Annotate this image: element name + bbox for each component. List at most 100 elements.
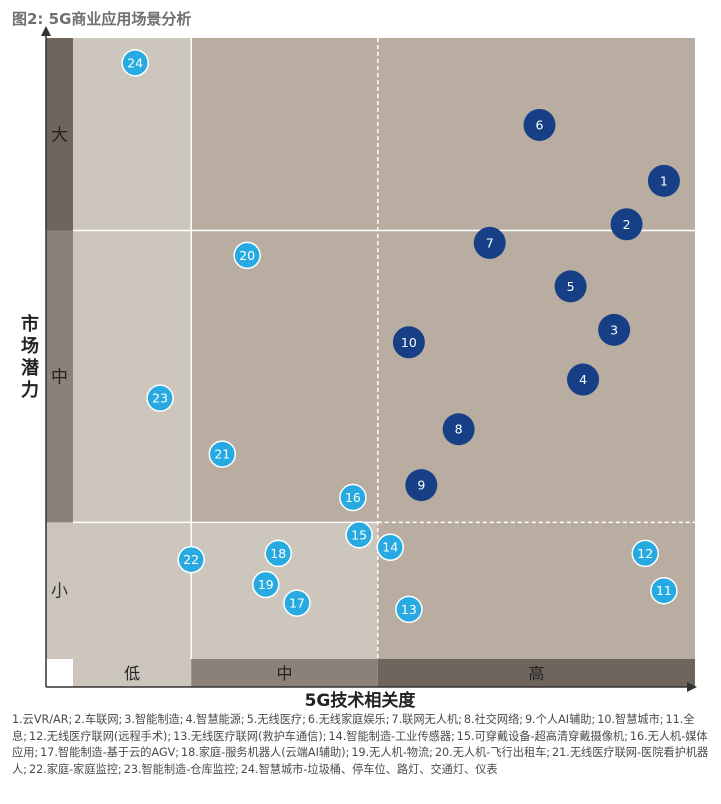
x-axis-label: 5G技术相关度 (305, 690, 417, 711)
y-band-label: 小 (51, 582, 68, 602)
low-potential-zone (73, 522, 378, 659)
page-title: 图2: 5G商业应用场景分析 (12, 10, 192, 28)
bubble-circle (567, 363, 600, 396)
legend-item: 18.家庭-服务机器人(云端AI辅助); (181, 746, 350, 759)
legend-item: 3.智能制造; (124, 713, 184, 726)
bubble-23: 23 (146, 384, 174, 412)
bubble-circle (233, 241, 261, 270)
bubble-15: 15 (345, 521, 373, 549)
bubble-19: 19 (252, 570, 280, 599)
legend-item: 15.可穿戴设备-超高清穿戴摄像机; (456, 729, 628, 743)
legend-item: 8.社交网络; (463, 713, 524, 726)
bubble-label: 10 (401, 335, 417, 350)
bubble-24: 24 (121, 49, 149, 77)
bubble-label: 14 (382, 540, 398, 555)
legend-item: 4.智慧能源; (185, 713, 245, 726)
y-band-2 (46, 38, 73, 231)
legend-item: 1.云VR/AR; (12, 713, 73, 726)
y-band-0 (46, 522, 73, 659)
bubble-label: 18 (270, 546, 286, 561)
legend-item: 10.智慧城市; (597, 713, 664, 726)
bubble-circle (610, 208, 643, 241)
bubble-13: 13 (395, 595, 423, 624)
bubble-16: 16 (339, 483, 367, 512)
bubble-circle (345, 521, 373, 549)
x-axis-arrow (687, 682, 697, 692)
y-axis-arrow (41, 26, 51, 36)
legend-item: 14.智能制造-工业传感器; (328, 729, 455, 743)
bubble-8: 8 (442, 413, 475, 446)
legend-item: 19.无人机-物流; (351, 746, 433, 759)
plot-background (73, 38, 695, 659)
bubble-6: 6 (523, 108, 556, 141)
bubble-label: 24 (127, 55, 143, 70)
legend-item: 9.个人AI辅助; (525, 713, 596, 726)
bubble-label: 13 (401, 602, 417, 617)
legend-item: 7.联网无人机; (391, 713, 462, 726)
legend-item: 12.无线医疗联网(远程手术); (28, 729, 172, 743)
legend-item: 6.无线家庭娱乐; (307, 713, 390, 726)
bubble-circle (121, 49, 149, 77)
legend-item: 2.车联网; (74, 713, 123, 726)
bubble-circle (647, 164, 680, 197)
bubble-3: 3 (598, 313, 631, 346)
bubble-circle (650, 576, 678, 605)
bubble-label: 2 (623, 217, 631, 232)
bubble-circle (146, 384, 174, 412)
legend-item: 5.无线医疗; (246, 713, 306, 726)
legend-item: 20.无人机-飞行出租车; (434, 746, 551, 759)
bubble-circle (523, 108, 556, 141)
bubble-label: 4 (579, 372, 587, 387)
bubble-circle (339, 483, 367, 512)
bubble-circle (392, 326, 425, 359)
y-band-label: 大 (51, 125, 68, 145)
legend-item: 11.全息; (12, 713, 695, 743)
x-band-1 (191, 659, 378, 687)
x-band-label: 中 (276, 664, 292, 683)
bubble-label: 6 (536, 117, 544, 132)
chart: 小中大低中高 123456789101112131415161718192021… (21, 26, 697, 711)
footnote-legend: 1.云VR/AR; 2.车联网; 3.智能制造; 4.智慧能源; 5.无线医疗; 6.无线… (12, 712, 712, 778)
bubble-label: 1 (660, 173, 668, 188)
legend-item: 23.智能制造-仓库监控; (123, 762, 239, 776)
bubble-label: 12 (637, 546, 653, 561)
bubble-2: 2 (610, 208, 643, 241)
bubble-label: 5 (567, 279, 575, 294)
bubble-circle (283, 589, 311, 617)
legend-item: 17.智能制造-基于云的AGV; (40, 746, 180, 759)
x-band-2 (377, 659, 695, 687)
bubble-label: 19 (258, 577, 274, 592)
bubble-18: 18 (264, 539, 293, 568)
bubble-circle (208, 440, 237, 468)
bubble-label: 21 (214, 447, 230, 462)
bubble-14: 14 (376, 533, 404, 561)
bubble-7: 7 (473, 226, 506, 259)
bubble-9: 9 (405, 469, 438, 502)
axes (41, 26, 697, 692)
bubble-label: 7 (486, 235, 494, 250)
bubble-10: 10 (392, 326, 425, 359)
bubble-circle (252, 570, 280, 599)
y-axis-label-char: 潜 (21, 357, 40, 379)
bubble-label: 23 (152, 391, 168, 406)
bubble-21: 21 (208, 440, 237, 468)
bubble-label: 3 (610, 322, 618, 337)
bubble-circle (442, 413, 475, 446)
bubble-circle (473, 226, 506, 259)
bubble-label: 8 (455, 422, 463, 437)
bubble-circle (376, 533, 404, 561)
bubble-circle (405, 469, 438, 502)
bubble-17: 17 (283, 589, 311, 617)
x-band-label: 低 (124, 664, 140, 683)
bubble-circle (631, 539, 659, 568)
axis-bands: 小中大低中高 (46, 38, 695, 687)
x-band-0 (73, 659, 192, 687)
bubble-circle (395, 595, 423, 624)
y-band-1 (46, 230, 73, 523)
legend-item: 24.智慧城市-垃圾桶、停车位、路灯、交通灯、仪表 (240, 762, 498, 776)
legend-item: 22.家庭-家庭监控; (28, 762, 122, 776)
bubble-label: 11 (656, 583, 672, 598)
y-band-label: 中 (51, 367, 68, 387)
